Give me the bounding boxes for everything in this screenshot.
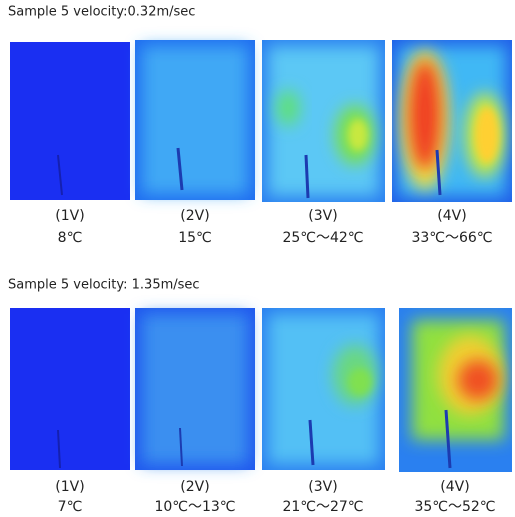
thermal-image xyxy=(10,42,130,200)
panel-label: (2V) xyxy=(180,479,209,495)
temperature: 33℃～66℃ xyxy=(411,230,492,246)
temperature: 10℃～13℃ xyxy=(154,499,235,515)
panel-label: (4V) xyxy=(440,479,469,495)
temperature: 7℃ xyxy=(58,499,83,515)
panel-label: (3V) xyxy=(308,479,337,495)
temperature: 21℃～27℃ xyxy=(282,499,363,515)
thermal-image xyxy=(135,40,255,200)
temperature: 8℃ xyxy=(58,230,83,246)
panel-label: (1V) xyxy=(55,208,84,224)
panel-label: (3V) xyxy=(308,208,337,224)
panel-label: (2V) xyxy=(180,208,209,224)
thermal-image xyxy=(135,308,255,470)
thermal-image xyxy=(262,308,385,470)
thermal-image xyxy=(262,40,385,202)
thermal-image xyxy=(392,40,512,202)
section-title: Sample 5 velocity: 1.35m/sec xyxy=(8,278,200,293)
thermal-image xyxy=(399,308,512,472)
section-title: Sample 5 velocity:0.32m/sec xyxy=(8,5,195,20)
thermal-image xyxy=(10,308,130,470)
panel-label: (1V) xyxy=(55,479,84,495)
panel-label: (4V) xyxy=(437,208,466,224)
temperature: 15℃ xyxy=(178,230,212,246)
temperature: 25℃～42℃ xyxy=(282,230,363,246)
temperature: 35℃～52℃ xyxy=(414,499,495,515)
